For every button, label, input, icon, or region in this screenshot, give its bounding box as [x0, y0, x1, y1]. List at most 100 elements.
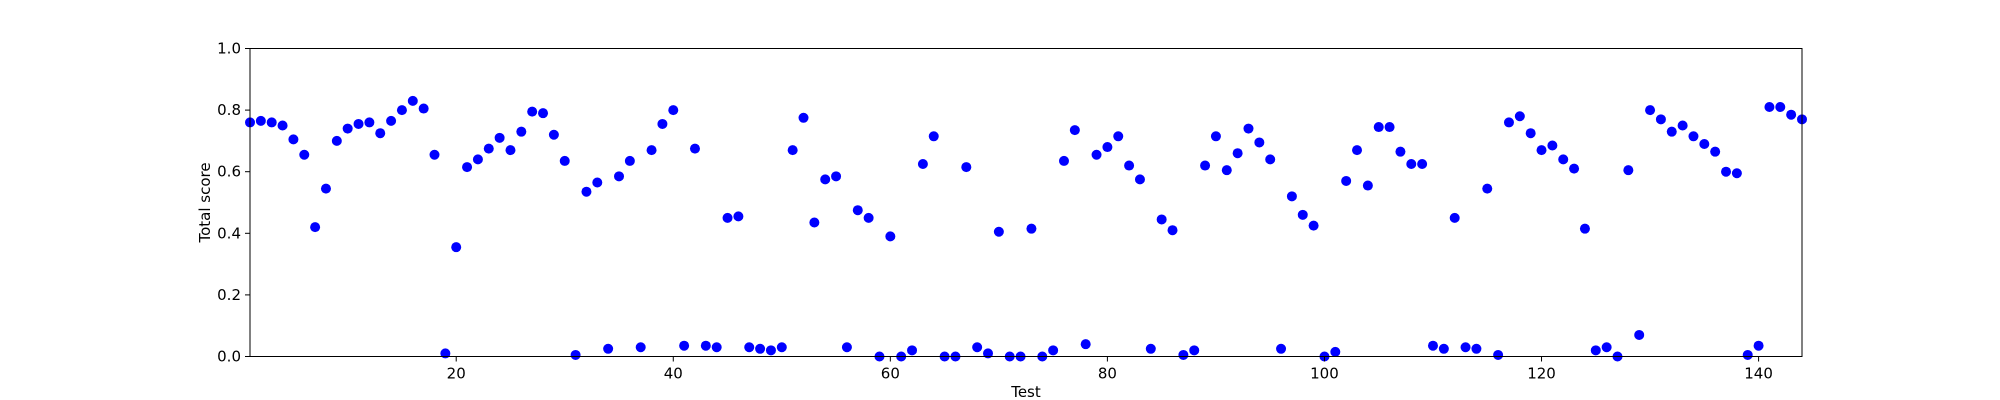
data-point: [1569, 163, 1580, 174]
data-point: [1178, 349, 1189, 360]
data-point: [1547, 140, 1558, 151]
data-point: [1482, 183, 1493, 194]
data-point: [494, 132, 505, 143]
data-point: [527, 106, 538, 117]
data-point: [765, 345, 776, 356]
data-point: [1710, 146, 1721, 157]
data-point: [1232, 148, 1243, 159]
data-point: [917, 159, 928, 169]
data-point: [1731, 168, 1742, 179]
data-point: [907, 345, 918, 356]
data-point: [722, 212, 733, 223]
data-point: [700, 340, 711, 351]
data-point: [928, 131, 939, 142]
data-point: [1764, 102, 1775, 113]
data-point: [1417, 159, 1428, 169]
data-point: [375, 128, 386, 139]
y-axis-label: Total score: [196, 162, 214, 243]
data-point: [483, 143, 494, 154]
data-point: [1254, 137, 1265, 148]
x-tick-label: 60: [881, 365, 900, 383]
data-point: [538, 108, 549, 119]
data-point: [320, 183, 331, 194]
data-point: [451, 242, 462, 253]
data-point: [1145, 343, 1156, 354]
x-axis-label: Test: [1010, 383, 1041, 400]
data-point: [1427, 340, 1438, 351]
data-point: [581, 186, 592, 197]
data-point: [440, 348, 451, 359]
data-point: [776, 342, 787, 353]
data-point: [331, 135, 342, 146]
data-point: [1330, 346, 1341, 357]
data-point: [1786, 109, 1797, 120]
data-point: [1471, 343, 1482, 354]
data-point: [755, 343, 766, 354]
data-point: [1525, 128, 1536, 139]
data-point: [1721, 166, 1732, 177]
data-point: [798, 112, 809, 123]
data-point: [1460, 342, 1471, 353]
data-point: [1677, 120, 1688, 131]
data-point: [277, 120, 288, 131]
y-tick-label: 1.0: [217, 40, 241, 58]
data-point: [1645, 105, 1656, 116]
data-point: [1167, 225, 1178, 236]
data-point: [744, 342, 755, 353]
y-tick-label: 0.2: [217, 286, 241, 304]
data-point: [1406, 159, 1417, 169]
data-point: [1493, 349, 1504, 360]
data-point: [1189, 345, 1200, 356]
data-point: [1058, 155, 1069, 166]
x-axis: 20 40 60 80 100 120 140: [447, 356, 1773, 383]
data-point: [820, 174, 831, 185]
data-point: [1634, 329, 1645, 340]
data-point: [472, 154, 483, 165]
data-point: [516, 126, 527, 137]
data-point: [1091, 149, 1102, 160]
data-point: [592, 177, 603, 188]
x-tick-label: 40: [664, 365, 683, 383]
data-point: [1297, 209, 1308, 220]
data-point: [1623, 165, 1634, 176]
data-point: [646, 145, 657, 156]
data-point: [841, 342, 852, 353]
data-point: [1200, 160, 1211, 171]
data-point: [1221, 165, 1232, 176]
data-point: [1124, 160, 1135, 171]
data-point: [1590, 345, 1601, 356]
data-point: [689, 143, 700, 154]
data-point: [972, 342, 983, 353]
y-tick-label: 0.4: [217, 224, 241, 242]
data-point: [1601, 342, 1612, 353]
data-point: [1102, 142, 1113, 153]
x-tick-label: 140: [1744, 365, 1773, 383]
data-point: [1395, 146, 1406, 157]
data-point: [679, 340, 690, 351]
y-tick-label: 0.6: [217, 163, 241, 181]
data-point: [1113, 131, 1124, 142]
data-point: [657, 118, 668, 129]
data-point: [1308, 220, 1319, 231]
x-tick-label: 80: [1098, 365, 1117, 383]
y-tick-label: 0.0: [217, 348, 241, 366]
y-tick-label: 0.8: [217, 101, 241, 119]
y-axis: 0.0 0.2 0.4 0.6 0.8 1.0: [217, 40, 250, 366]
data-point: [1080, 339, 1091, 350]
data-point: [353, 118, 364, 129]
data-point: [1536, 145, 1547, 156]
data-point: [386, 115, 397, 126]
data-point: [266, 117, 277, 128]
data-point: [809, 217, 820, 228]
data-point: [255, 115, 266, 126]
data-point: [624, 155, 635, 166]
x-tick-label: 120: [1527, 365, 1556, 383]
data-point: [299, 149, 310, 160]
data-point: [1156, 214, 1167, 225]
data-point: [1069, 125, 1080, 136]
data-point: [1449, 212, 1460, 223]
data-point: [1699, 138, 1710, 149]
data-point: [831, 171, 842, 182]
data-point: [310, 222, 321, 233]
